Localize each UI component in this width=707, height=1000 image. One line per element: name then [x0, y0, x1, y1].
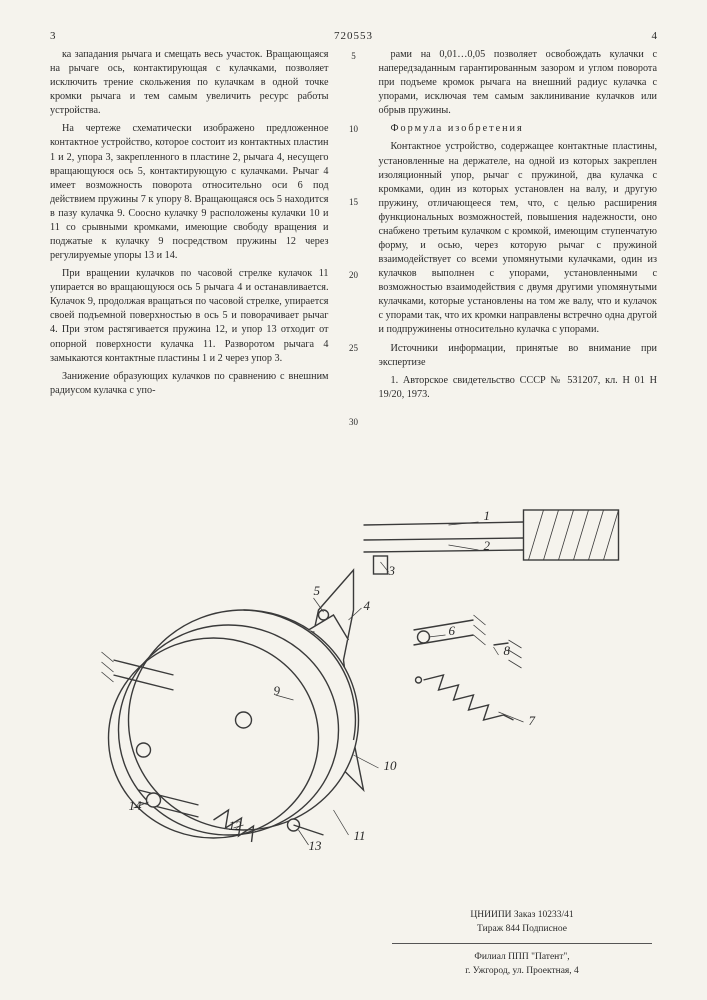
line-number: 25: [347, 342, 361, 354]
text-columns: ка западания рычага и смещать весь участ…: [50, 48, 657, 468]
figure-label: 2: [484, 538, 491, 553]
imprint-footer: ЦНИИПИ Заказ 10233/41 Тираж 844 Подписно…: [392, 908, 652, 978]
page-number-right: 4: [652, 30, 658, 42]
patent-number: 720553: [56, 30, 652, 42]
figure-label: 7: [529, 713, 536, 728]
footer-line: ЦНИИПИ Заказ 10233/41: [392, 908, 652, 922]
figure-label: 10: [384, 758, 398, 773]
paragraph: рами на 0,01…0,05 позволяет освобождать …: [379, 48, 658, 118]
line-number: 10: [347, 123, 361, 135]
line-number: 5: [347, 50, 361, 62]
paragraph: Контактное устройство, содержащее контак…: [379, 140, 658, 337]
footer-line: Тираж 844 Подписное: [392, 922, 652, 936]
figure-label: 1: [484, 508, 491, 523]
figure-label: 3: [388, 563, 396, 578]
line-number: 20: [347, 269, 361, 281]
left-column: ка западания рычага и смещать весь участ…: [50, 48, 329, 468]
formula-title: Формула изобретения: [379, 122, 658, 136]
right-column: рами на 0,01…0,05 позволяет освобождать …: [379, 48, 658, 468]
figure-label: 11: [354, 828, 366, 843]
divider: [392, 943, 652, 944]
figure-label: 14: [129, 798, 143, 813]
sources-title: Источники информации, принятые во вниман…: [379, 342, 658, 370]
paragraph: При вращении кулачков по часовой стрелке…: [50, 267, 329, 366]
line-number: 15: [347, 196, 361, 208]
figure-label: 8: [504, 643, 511, 658]
line-number-gutter: 5 10 15 20 25 30: [347, 48, 361, 468]
figure-label: 6: [449, 623, 456, 638]
line-number: 30: [347, 416, 361, 428]
figure-label: 12: [229, 818, 243, 833]
figure-svg: 1234567891011121314: [50, 480, 657, 880]
footer-line: г. Ужгород, ул. Проектная, 4: [392, 964, 652, 978]
page-header: 3 720553 4: [50, 30, 657, 42]
footer-line: Филиал ППП "Патент",: [392, 950, 652, 964]
figure-label: 13: [309, 838, 323, 853]
figure-label: 5: [314, 583, 321, 598]
figure-label: 9: [274, 683, 281, 698]
paragraph: 1. Авторское свидетельство СССР № 531207…: [379, 374, 658, 402]
paragraph: Занижение образующих кулачков по сравнен…: [50, 370, 329, 398]
paragraph: ка западания рычага и смещать весь участ…: [50, 48, 329, 118]
paragraph: На чертеже схематически изображено предл…: [50, 122, 329, 263]
figure-label: 4: [364, 598, 371, 613]
patent-figure: 1234567891011121314: [50, 480, 657, 880]
